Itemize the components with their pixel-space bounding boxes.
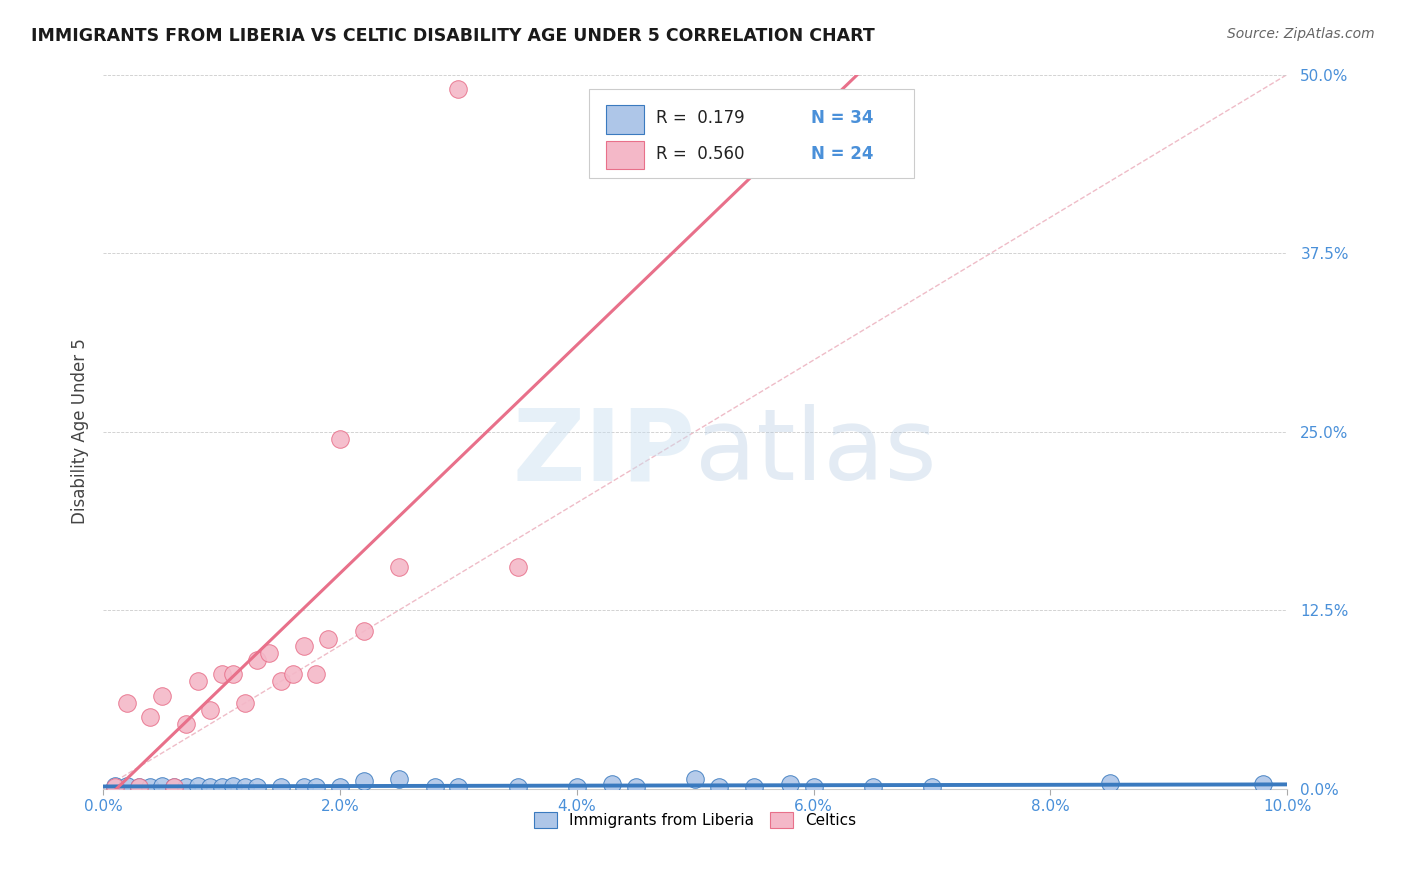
Point (115, 696, 138, 710)
Point (447, 780, 470, 794)
Text: ZIP: ZIP (512, 404, 695, 501)
Bar (606, 105, 644, 134)
Text: Source: ZipAtlas.com: Source: ZipAtlas.com (1227, 27, 1375, 41)
Point (779, 777, 801, 791)
Point (150, 779, 173, 793)
Point (305, 780, 328, 794)
Point (270, 780, 292, 794)
Point (1253, 777, 1275, 791)
Point (281, 667, 304, 681)
Point (115, 779, 138, 793)
Point (624, 780, 647, 794)
Point (163, 780, 186, 794)
Point (257, 646, 280, 660)
Point (246, 653, 269, 667)
Point (329, 432, 352, 446)
Point (305, 667, 328, 681)
Point (600, 777, 623, 791)
Point (187, 674, 209, 689)
Text: R =  0.560: R = 0.560 (657, 145, 745, 162)
Text: N = 24: N = 24 (811, 145, 873, 162)
Point (246, 780, 269, 794)
Point (211, 780, 233, 794)
Point (150, 689, 173, 703)
Point (128, 780, 150, 794)
Bar (606, 141, 644, 169)
Legend: Immigrants from Liberia, Celtics: Immigrants from Liberia, Celtics (529, 806, 862, 834)
Point (139, 710, 162, 724)
Text: N = 34: N = 34 (811, 109, 873, 127)
Point (222, 779, 245, 793)
Point (388, 772, 411, 786)
Point (198, 780, 221, 794)
Text: atlas: atlas (695, 404, 936, 501)
Text: IMMIGRANTS FROM LIBERIA VS CELTIC DISABILITY AGE UNDER 5 CORRELATION CHART: IMMIGRANTS FROM LIBERIA VS CELTIC DISABI… (31, 27, 875, 45)
Point (683, 772, 706, 786)
Point (707, 780, 730, 794)
Point (353, 774, 375, 789)
Point (163, 780, 186, 794)
FancyBboxPatch shape (589, 89, 914, 178)
Point (744, 780, 766, 794)
Point (198, 703, 221, 717)
Point (329, 780, 352, 794)
Point (104, 779, 127, 793)
Point (921, 780, 943, 794)
Point (174, 717, 197, 731)
Point (1098, 776, 1121, 790)
Point (233, 780, 256, 794)
Point (423, 780, 446, 794)
Point (862, 780, 884, 794)
Point (222, 667, 245, 681)
Point (104, 780, 127, 794)
Point (506, 780, 529, 794)
Point (128, 780, 150, 794)
Point (174, 780, 197, 794)
Point (316, 632, 339, 646)
Point (294, 780, 316, 794)
Point (803, 780, 825, 794)
Point (565, 780, 588, 794)
Point (353, 624, 375, 639)
Point (270, 674, 292, 689)
Text: R =  0.179: R = 0.179 (657, 109, 745, 127)
Point (294, 639, 316, 653)
Point (506, 560, 529, 574)
Point (187, 779, 209, 793)
Point (388, 560, 411, 574)
Point (233, 696, 256, 710)
Point (447, 82, 470, 96)
Point (139, 780, 162, 794)
Point (211, 667, 233, 681)
Y-axis label: Disability Age Under 5: Disability Age Under 5 (72, 339, 89, 524)
